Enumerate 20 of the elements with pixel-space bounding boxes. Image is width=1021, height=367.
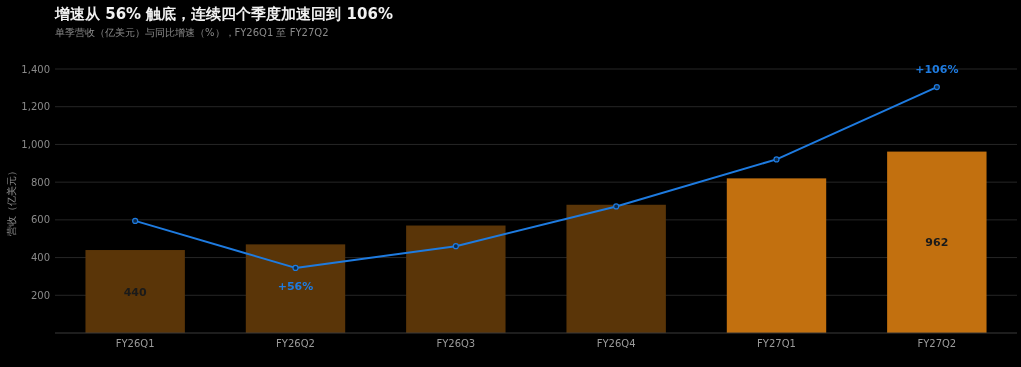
- x-tick-label: FY26Q4: [596, 338, 636, 349]
- y-tick-label: 200: [30, 289, 50, 301]
- y-tick-label: 400: [30, 252, 50, 264]
- ylabel: 营收（亿美元）: [6, 166, 17, 236]
- y-tick-label: 1,400: [21, 63, 50, 75]
- y-tick-label: 600: [30, 214, 50, 226]
- title: 增速从 56% 触底，连续四个季度加速回到 106%: [55, 5, 393, 23]
- data-label: 440: [123, 285, 147, 299]
- x-tick-label: FY27Q2: [917, 338, 957, 349]
- y-tick-label: 1,000: [21, 138, 50, 150]
- data-label: +56%: [277, 279, 314, 293]
- x-tick-label: FY27Q1: [757, 338, 796, 349]
- x-tick-label: FY26Q1: [115, 338, 155, 349]
- data-label: +106%: [915, 63, 959, 77]
- y-tick-label: 800: [30, 176, 50, 188]
- y-tick-label: 1,200: [21, 101, 50, 113]
- x-tick-label: FY26Q2: [276, 338, 315, 349]
- subtitle: 单季营收（亿美元）与同比增速（%），FY26Q1 至 FY27Q2: [55, 27, 329, 38]
- data-label: 962: [925, 236, 949, 250]
- x-tick-label: FY26Q3: [436, 338, 476, 349]
